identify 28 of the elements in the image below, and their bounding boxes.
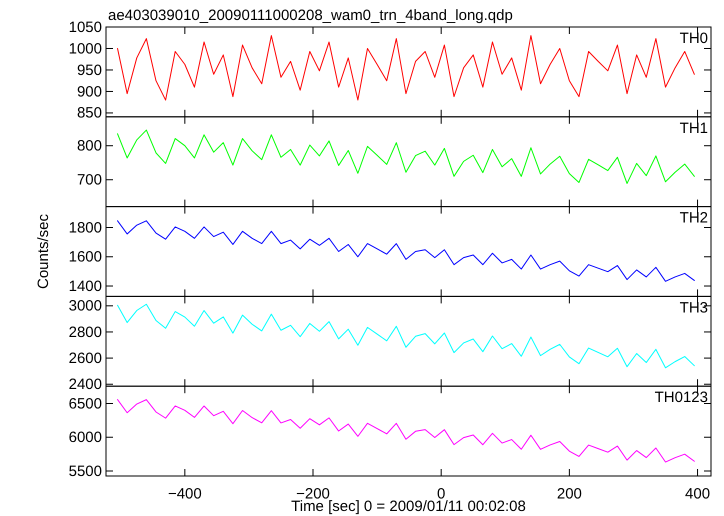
y-tick-label: 1400 — [68, 278, 102, 295]
x-tick-label: 400 — [685, 486, 710, 503]
y-tick-label: 900 — [76, 83, 102, 100]
y-axis-title: Counts/sec — [35, 213, 52, 290]
y-tick-label: 800 — [76, 138, 102, 155]
x-axis-title: Time [sec] 0 = 2009/01/11 00:02:08 — [291, 498, 526, 515]
y-tick-label: 6000 — [68, 429, 102, 446]
y-tick-label: 950 — [76, 62, 102, 79]
y-tick-label: 3000 — [68, 298, 102, 315]
y-tick-label: 2600 — [68, 350, 102, 367]
y-tick-label: 6500 — [68, 395, 102, 412]
y-tick-label: 1000 — [68, 40, 102, 58]
text: TH0123 — [654, 389, 708, 406]
y-tick-label: 5500 — [68, 462, 102, 480]
chart-title: ae403039010_20090111000208_wam0_trn_4band_long.qdp — [108, 7, 513, 24]
y-tick-label: 850 — [76, 104, 102, 122]
x-tick-label: 200 — [556, 486, 582, 503]
text: TH2 — [680, 210, 708, 227]
series-label: TH1 — [680, 120, 708, 137]
text: TH3 — [680, 299, 708, 316]
y-tick-label: 700 — [76, 172, 102, 189]
y-tick-label: 2800 — [68, 324, 102, 341]
y-tick-label: 1050 — [68, 18, 102, 36]
y-tick-label: 1800 — [68, 219, 102, 236]
y-tick-label: 1600 — [68, 248, 102, 266]
series-label: TH0 — [680, 30, 708, 47]
y-tick-label: 2400 — [68, 376, 102, 394]
x-tick-label: −400 — [168, 486, 202, 503]
